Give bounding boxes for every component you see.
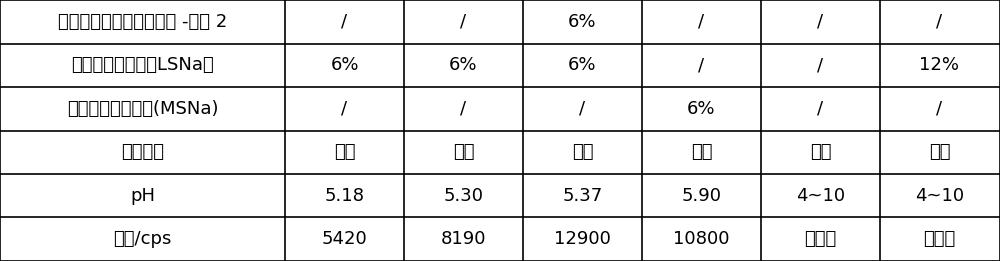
Text: 6%: 6% <box>330 56 359 74</box>
Text: 10800: 10800 <box>673 230 730 248</box>
Text: /: / <box>341 13 348 31</box>
Text: 月桂酰肌氨酸钒（LSNa）: 月桂酰肌氨酸钒（LSNa） <box>71 56 214 74</box>
Text: 4~10: 4~10 <box>796 187 845 205</box>
Text: 椰油酰胺丙基甲基甜菜碱 -规格 2: 椰油酰胺丙基甲基甜菜碱 -规格 2 <box>58 13 227 31</box>
Text: 去离子水: 去离子水 <box>121 143 164 161</box>
Text: 12900: 12900 <box>554 230 611 248</box>
Text: 肉豆蔻酰肌氨酸钒(MSNa): 肉豆蔻酰肌氨酸钒(MSNa) <box>67 100 218 118</box>
Text: 6%: 6% <box>449 56 478 74</box>
Text: /: / <box>936 100 943 118</box>
Text: /: / <box>460 13 467 31</box>
Text: 6%: 6% <box>568 13 597 31</box>
Text: 余量: 余量 <box>334 143 355 161</box>
Text: pH: pH <box>130 187 155 205</box>
Text: /: / <box>817 13 824 31</box>
Text: 余量: 余量 <box>691 143 712 161</box>
Text: 5.18: 5.18 <box>324 187 364 205</box>
Text: 5.90: 5.90 <box>681 187 721 205</box>
Text: /: / <box>936 13 943 31</box>
Text: 余量: 余量 <box>572 143 593 161</box>
Text: 12%: 12% <box>919 56 959 74</box>
Text: 无粘度: 无粘度 <box>923 230 956 248</box>
Text: 6%: 6% <box>568 56 597 74</box>
Text: 余量: 余量 <box>453 143 474 161</box>
Text: /: / <box>341 100 348 118</box>
Text: 余量: 余量 <box>810 143 831 161</box>
Text: /: / <box>817 56 824 74</box>
Text: /: / <box>579 100 586 118</box>
Text: /: / <box>698 56 705 74</box>
Text: 无粘度: 无粘度 <box>804 230 837 248</box>
Text: 6%: 6% <box>687 100 716 118</box>
Text: 粘度/cps: 粘度/cps <box>113 230 172 248</box>
Text: 5.30: 5.30 <box>443 187 483 205</box>
Text: 8190: 8190 <box>441 230 486 248</box>
Text: 余量: 余量 <box>929 143 950 161</box>
Text: 4~10: 4~10 <box>915 187 964 205</box>
Text: 5420: 5420 <box>322 230 367 248</box>
Text: /: / <box>460 100 467 118</box>
Text: 5.37: 5.37 <box>562 187 603 205</box>
Text: /: / <box>817 100 824 118</box>
Text: /: / <box>698 13 705 31</box>
